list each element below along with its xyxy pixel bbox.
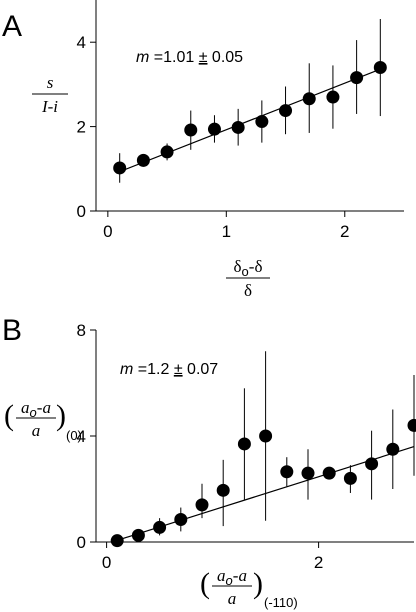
- b-data-point: [216, 483, 230, 497]
- a-data-point: [160, 145, 174, 159]
- panel-b-ylabel-sub: (0): [66, 428, 82, 443]
- panel-a-xlabel: δo-δ δ: [226, 257, 270, 300]
- b-data-point: [174, 512, 188, 526]
- panel-b-ylabel-rparen: ): [56, 399, 66, 432]
- panel-a-annotation-err: 0.05: [207, 49, 243, 66]
- b-data-point: [110, 534, 124, 548]
- b-data-point: [280, 465, 294, 479]
- panel-a: A 0 1 2 0 2 4 m =1.01 ± 0.05 s I-i δo-δ δ: [2, 0, 404, 300]
- a-data-point: [302, 92, 316, 106]
- b-data-point: [301, 466, 315, 480]
- b-data-point: [322, 466, 336, 480]
- panel-b-ylabel-den: a: [32, 421, 41, 440]
- panel-b-annotation-pm: ±: [174, 361, 183, 378]
- a-data-point: [255, 115, 269, 129]
- panel-a-annotation-value: =1.01: [149, 49, 198, 66]
- a-ytick-label: 0: [77, 202, 86, 221]
- panel-b-annotation-err: 0.07: [183, 361, 219, 378]
- b-data-point: [365, 457, 379, 471]
- panel-b-xlabel: ( ao-a a ) (-110): [200, 566, 298, 610]
- panel-b-annotation: m =1.2 ± 0.07: [120, 361, 218, 378]
- panel-b-letter: B: [2, 314, 22, 347]
- b-data-point: [195, 498, 209, 512]
- panel-a-axes: 0 1 2 0 2 4: [77, 0, 404, 241]
- b-data-point: [131, 528, 145, 542]
- panel-b-annotation-value: =1.2: [133, 361, 173, 378]
- panel-a-annotation-var: m: [136, 49, 149, 66]
- a-fit-segment: [115, 68, 381, 174]
- a-xtick-label: 2: [340, 222, 349, 241]
- a-ytick-label: 2: [77, 118, 86, 137]
- panel-b-annotation-var: m: [120, 361, 133, 378]
- panel-b-ylabel-lparen: (: [4, 399, 14, 432]
- b-ytick-label: 8: [77, 321, 86, 340]
- a-data-point: [279, 104, 293, 118]
- a-data-point: [113, 161, 127, 175]
- a-xtick-label: 0: [103, 222, 112, 241]
- b-data-point: [153, 520, 167, 534]
- b-data-point: [237, 437, 251, 451]
- a-data-point: [231, 120, 245, 134]
- b-data-point: [407, 418, 416, 432]
- a-data-point: [373, 61, 387, 75]
- a-data-point: [350, 71, 364, 85]
- panel-b-ylabel: ( ao-a a ) (0): [4, 398, 82, 443]
- panel-b-ylabel-num: ao-a: [21, 398, 51, 420]
- b-ytick-label: 4: [77, 427, 86, 446]
- panel-b-xlabel-sub: (-110): [264, 595, 298, 610]
- panel-a-xlabel-num: δo-δ: [234, 257, 263, 279]
- a-data-point: [136, 153, 150, 167]
- b-data-point: [259, 429, 273, 443]
- b-xtick-label: 0: [102, 553, 111, 572]
- a-data-point: [184, 123, 198, 137]
- b-data-point: [386, 442, 400, 456]
- panel-a-xlabel-den: δ: [244, 281, 252, 300]
- panel-a-ylabel-num: s: [47, 73, 54, 92]
- b-data-point: [343, 471, 357, 485]
- panel-a-points: [113, 18, 387, 183]
- b-ytick-label: 0: [77, 533, 86, 552]
- a-xtick-label: 1: [222, 222, 231, 241]
- panel-a-letter: A: [2, 10, 22, 43]
- panel-a-fit-line: [115, 68, 381, 174]
- panel-b-axes: 0 2 0 4 8: [77, 321, 414, 572]
- panel-b-xlabel-rparen: ): [253, 567, 263, 600]
- a-ytick-label: 4: [77, 33, 86, 52]
- panel-a-annotation-pm: ±: [199, 49, 208, 66]
- a-data-point: [207, 122, 221, 136]
- panel-a-ylabel: s I-i: [32, 73, 68, 116]
- b-xtick-label: 2: [314, 553, 323, 572]
- panel-a-annotation: m =1.01 ± 0.05: [136, 49, 243, 66]
- panel-b-xlabel-num: ao-a: [217, 566, 247, 588]
- panel-b-xlabel-den: a: [228, 589, 237, 608]
- panel-b: B 0 2 0 4 8 m =1.2 ± 0.07 ( ao-a a ) (0) ( a…: [2, 314, 416, 610]
- a-data-point: [326, 90, 340, 104]
- panel-b-points: [110, 351, 416, 548]
- panel-b-xlabel-lparen: (: [200, 567, 210, 600]
- panel-a-ylabel-den: I-i: [41, 97, 58, 116]
